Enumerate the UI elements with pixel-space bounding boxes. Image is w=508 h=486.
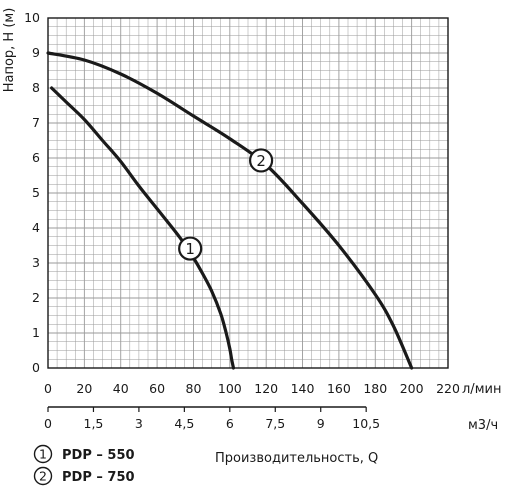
x2-tick-label: 6 [226, 416, 234, 431]
legend-marker-circle [33, 444, 53, 464]
curve-marker-circle [178, 236, 203, 261]
legend-item-label: PDP – 750 [62, 470, 135, 485]
legend-marker-circle [33, 466, 53, 486]
x2-tick-label: 1,5 [84, 416, 104, 431]
x-tick-label: 180 [363, 381, 387, 396]
y-tick-labels: 0 1 2 3 4 5 6 7 8 9 10 [24, 10, 40, 375]
y-tick-label: 2 [32, 290, 40, 305]
x-tick-label: 220 [436, 381, 460, 396]
x-tick-label: 0 [44, 381, 52, 396]
x-tick-label: 120 [254, 381, 278, 396]
x-axis-label: Производительность, Q [215, 451, 378, 466]
x2-tick-label: 10,5 [352, 416, 380, 431]
x2-tick-label: 0 [44, 416, 52, 431]
x2-axis-unit: м3/ч [468, 418, 498, 433]
legend-marker-number: 1 [39, 447, 47, 462]
secondary-x-axis: 0 1,5 3 4,5 6 7,5 9 10,5 [44, 406, 380, 431]
y-tick-label: 5 [32, 185, 40, 200]
y-axis-label: Напор, Н (м) [2, 8, 17, 93]
curve-2 [46, 51, 414, 370]
x2-tick-label: 9 [317, 416, 325, 431]
x-tick-label: 60 [149, 381, 165, 396]
y-tick-label: 10 [24, 10, 40, 25]
legend: 1 PDP – 550 2 PDP – 750 [33, 444, 135, 486]
x2-tick-label: 7,5 [265, 416, 285, 431]
curve-marker-circle [248, 148, 274, 173]
y-tick-label: 3 [32, 255, 40, 270]
x-tick-labels: 0 20 40 60 80 100 120 140 160 180 200 220 [44, 381, 460, 396]
y-tick-label: 1 [32, 325, 40, 340]
plot-frame [47, 17, 449, 369]
curve-marker-label: 1 [185, 240, 195, 258]
x-tick-label: 160 [327, 381, 351, 396]
legend-item-label: PDP – 550 [62, 448, 135, 463]
x-tick-label: 20 [76, 381, 92, 396]
x-tick-label: 40 [113, 381, 129, 396]
y-tick-label: 9 [32, 45, 40, 60]
x-tick-label: 200 [400, 381, 424, 396]
y-tick-label: 6 [32, 150, 40, 165]
y-tick-label: 8 [32, 80, 40, 95]
y-tick-label: 0 [32, 360, 40, 375]
y-tick-label: 7 [32, 115, 40, 130]
legend-marker-number: 2 [39, 469, 47, 484]
x2-tick-label: 4,5 [174, 416, 194, 431]
plot-border [47, 17, 449, 369]
x-axis-unit: л/мин [462, 382, 501, 397]
x-tick-label: 80 [186, 381, 202, 396]
x-tick-label: 100 [218, 381, 242, 396]
x2-tick-label: 3 [135, 416, 143, 431]
y-tick-label: 4 [32, 220, 40, 235]
curve-marker-label: 2 [256, 152, 266, 170]
curve-markers: 12 [178, 148, 274, 261]
x-tick-label: 140 [291, 381, 315, 396]
